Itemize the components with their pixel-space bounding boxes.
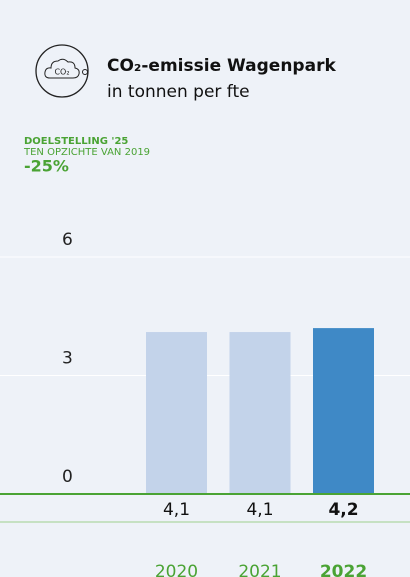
x-tick-label: 2022 [320,562,367,577]
y-tick-label: 6 [62,230,73,250]
x-tick-label: 2021 [238,562,281,577]
annotation-sublabel: TEN OPZICHTE VAN 2019 [23,147,150,158]
icon-bubble [82,69,88,75]
y-tick-label: 0 [62,467,73,487]
bar [146,332,207,494]
chart-subtitle: in tonnen per fte [107,82,250,102]
value-label: 4,1 [163,500,190,520]
x-tick-label: 2020 [155,562,198,577]
bar [313,328,374,494]
annotation-label: DOELSTELLING '25 [24,136,128,147]
bar [229,332,291,494]
chart-title: CO₂-emissie Wagenpark [107,56,336,76]
icon-text: CO₂ [54,68,69,77]
value-label: 4,2 [328,500,358,520]
icon: CO₂ [35,44,89,98]
annotation-value: -25% [24,157,69,176]
value-label: 4,1 [246,500,273,520]
icon-cloud [44,58,80,79]
y-tick-label: 3 [62,349,73,369]
icon-circle [35,44,89,98]
